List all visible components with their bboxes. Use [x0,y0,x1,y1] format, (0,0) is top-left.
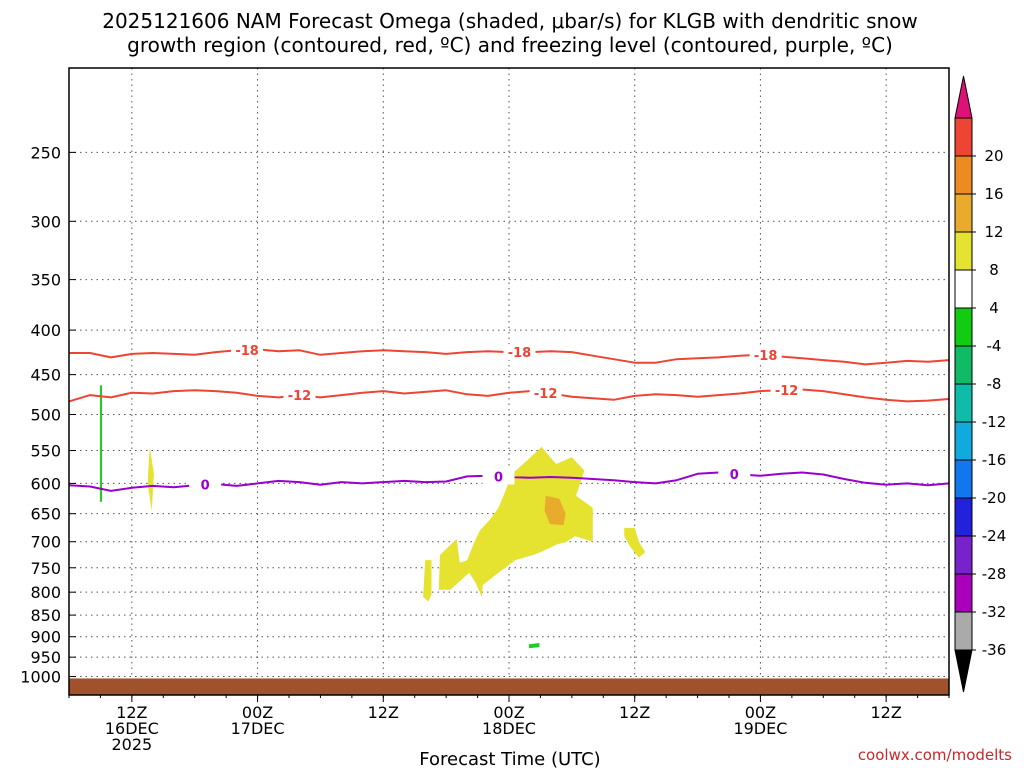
y-tick-label-1000: 1000 [20,668,61,687]
x-tick-label-1-1: 17DEC [231,719,285,738]
colorbar-label-0: -36 [982,641,1007,659]
contour-label-0-0: 0 [201,479,210,494]
y-tick-label-550: 550 [30,442,61,461]
colorbar-label-6: -12 [982,413,1007,431]
contour-label--18-0: -18 [235,344,259,359]
colorbar-swatch-1 [955,574,972,612]
colorbar-low-arrow [955,650,972,692]
colorbar-label-12: 16 [984,185,1003,203]
colorbar-swatch-6 [955,384,972,422]
colorbar-swatch-9 [955,270,972,308]
colorbar-label-4: -20 [982,489,1007,507]
contour-label-0-2: 0 [730,468,739,483]
colorbar-swatch-0 [955,612,972,650]
colorbar-swatch-3 [955,498,972,536]
colorbar-label-11: 12 [984,223,1003,241]
y-axis: 250 300 350 400 450 500 550 600 650 700 750 800 850 9… [20,143,76,686]
contour-label-0-1: 0 [494,470,503,485]
colorbar-label-10: 8 [989,261,999,279]
x-tick-label-4-0: 12Z [619,703,650,722]
contour-label--18-1: -18 [508,346,532,361]
y-tick-label-750: 750 [30,559,61,578]
y-tick-label-650: 650 [30,505,61,524]
ground-layer [69,678,949,695]
x-tick-label-2-0: 12Z [368,703,399,722]
y-tick-label-250: 250 [30,143,61,162]
omega-time-height-chart: 2025121606 NAM Forecast Omega (shaded, μ… [0,0,1024,768]
y-tick-label-900: 900 [30,628,61,647]
x-tick-label-0-2: 2025 [111,735,152,754]
colorbar-label-13: 20 [984,147,1003,165]
omega-green-bar [100,385,102,501]
y-tick-label-600: 600 [30,474,61,493]
colorbar-swatch-5 [955,422,972,460]
chart-title-line-1: 2025121606 NAM Forecast Omega (shaded, μ… [102,9,918,33]
y-tick-label-700: 700 [30,533,61,552]
contour-label--18-2: -18 [754,349,778,364]
y-tick-label-800: 800 [30,583,61,602]
y-tick-label-350: 350 [30,271,61,290]
colorbar-swatch-12 [955,156,972,194]
colorbar-label-8: -4 [987,337,1002,355]
colorbar-label-2: -28 [982,565,1007,583]
colorbar-swatch-2 [955,536,972,574]
credit-text: coolwx.com/modelts [858,746,1012,764]
y-tick-label-950: 950 [30,648,61,667]
x-tick-label-5-1: 19DEC [733,719,787,738]
y-tick-label-850: 850 [30,606,61,625]
y-tick-label-500: 500 [30,405,61,424]
chart-title-line-2: growth region (contoured, red, ºC) and f… [127,33,893,57]
colorbar-label-1: -32 [982,603,1007,621]
contour-label--12-2: -12 [775,384,799,399]
colorbar-label-5: -16 [982,451,1007,469]
contour-label--12-0: -12 [288,389,312,404]
colorbar-swatch-8 [955,308,972,346]
y-tick-label-400: 400 [30,321,61,340]
colorbar: -36 -32 -28 -24 -20 -16 -12 -8 -4 4 8 12 16 20 [955,76,1006,692]
colorbar-swatch-10 [955,232,972,270]
colorbar-swatch-11 [955,194,972,232]
ground-fill [69,678,949,695]
colorbar-label-7: -8 [987,375,1002,393]
x-axis-title: Forecast Time (UTC) [419,749,600,768]
x-tick-label-6-0: 12Z [870,703,901,722]
colorbar-swatch-7 [955,346,972,384]
colorbar-label-9: 4 [989,299,999,317]
colorbar-swatch-4 [955,460,972,498]
y-tick-label-300: 300 [30,212,61,231]
x-tick-label-3-1: 18DEC [482,719,536,738]
colorbar-swatch-13 [955,118,972,156]
y-tick-label-450: 450 [30,366,61,385]
colorbar-high-arrow [955,76,972,118]
colorbar-label-3: -24 [982,527,1007,545]
contour-label--12-1: -12 [534,387,558,402]
